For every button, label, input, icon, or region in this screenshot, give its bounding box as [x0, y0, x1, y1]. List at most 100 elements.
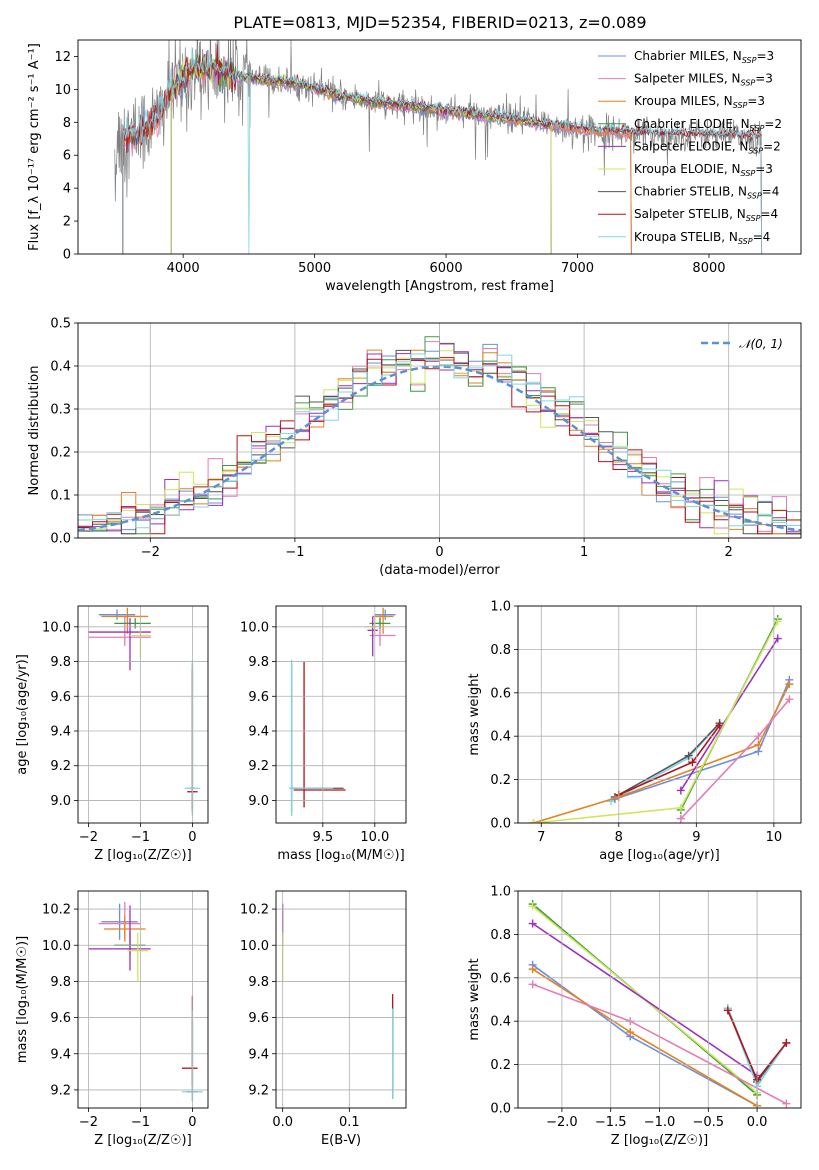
legend-subscript: SSP — [750, 124, 765, 133]
y-tick-label: 0.1 — [50, 489, 71, 504]
x-tick-label: 0 — [435, 545, 443, 560]
legend-value: =2 — [763, 139, 781, 153]
y-tick-label: 0.8 — [490, 643, 511, 658]
weight-marker-kroupa_elodie — [773, 617, 782, 626]
legend-entry-chabrier_elodie: Chabrier ELODIE, NSSP=2 — [634, 117, 782, 133]
legend-entry-kroupa_miles: Kroupa MILES, NSSP=3 — [634, 94, 765, 110]
y-tick-label: 9.6 — [50, 690, 71, 705]
y-tick-label: 0.2 — [50, 446, 71, 461]
x-axis-label: wavelength [Angstrom, rest frame] — [325, 279, 554, 294]
y-tick-label: 9.8 — [50, 975, 71, 990]
weight-marker-salpeter_stelib — [782, 1038, 791, 1047]
panel-mass-vs-ebv: 0.0 0.1 9.2 9.4 9.6 9.8 10.0 10.2 E(B-V) — [240, 890, 407, 1148]
y-tick-label: 0.0 — [490, 1102, 511, 1117]
x-tick-label: 4000 — [167, 261, 200, 276]
x-tick-label: 0 — [188, 830, 196, 845]
axes-frame-spectrum — [77, 39, 802, 255]
y-tick-label: 4 — [63, 182, 71, 197]
x-tick-label: −1 — [285, 545, 304, 560]
weight-marker-salpeter_stelib — [688, 758, 697, 767]
x-axis-label: Z [log₁₀(Z/Z☉)] — [94, 848, 191, 863]
legend-subscript: SSP — [733, 101, 748, 110]
x-axis-label: (data-model)/error — [379, 563, 500, 578]
x-tick-label: 8 — [615, 830, 623, 845]
weight-marker-kroupa_miles — [785, 680, 794, 689]
x-tick-label: −0.5 — [693, 1115, 725, 1130]
y-tick-label: 10.0 — [240, 620, 269, 635]
y-axis-label: Flux [f_λ 10⁻¹⁷ erg cm⁻² s⁻¹ A⁻¹] — [27, 43, 42, 251]
axes-frame-mass-vs-ebv — [275, 890, 407, 1109]
x-tick-label: 0.0 — [747, 1115, 768, 1130]
y-tick-label: 9.4 — [50, 724, 71, 739]
y-tick-label: 9.6 — [50, 1011, 71, 1026]
legend-label: Salpeter MILES, N — [634, 72, 741, 86]
y-axis-label: mass [log₁₀(M/M☉)] — [15, 936, 30, 1063]
weight-line-salpeter_elodie — [532, 922, 758, 1077]
y-tick-label: 0.4 — [490, 730, 511, 745]
weight-marker-kroupa_miles — [626, 1028, 635, 1037]
y-tick-label: 9.6 — [248, 690, 269, 705]
model-line-kroupa_stelib — [122, 47, 763, 254]
y-tick-label: 0.0 — [50, 532, 71, 547]
panel-mass-weight-vs-age: 7 8 9 10 0.0 0.2 0.4 0.6 0.8 1.0 age [log₁₀(age/yr… — [467, 600, 802, 863]
y-tick-label: 8 — [63, 116, 71, 131]
x-tick-label: −2.0 — [546, 1115, 578, 1130]
x-tick-label: 0.0 — [272, 1115, 293, 1130]
legend-subscript: SSP — [747, 192, 762, 201]
y-tick-label: 9.8 — [50, 655, 71, 670]
x-axis-label: Z [log₁₀(Z/Z☉)] — [94, 1133, 191, 1148]
plot-area-spectrum — [114, 40, 763, 254]
x-tick-label: −1 — [131, 1115, 150, 1130]
y-tick-label: 0.2 — [490, 773, 511, 788]
legend-label: Salpeter ELODIE, N — [634, 139, 748, 153]
weight-marker-salpeter_miles — [528, 980, 537, 989]
x-tick-label: −1 — [131, 830, 150, 845]
y-tick-label: 9.0 — [50, 794, 71, 809]
x-tick-label: 7000 — [561, 261, 594, 276]
legend-label: Chabrier MILES, N — [634, 49, 742, 63]
y-tick-label: 9.4 — [248, 724, 269, 739]
weight-marker-salpeter_miles — [782, 1099, 791, 1108]
legend-subscript: SSP — [748, 146, 763, 155]
weight-marker-salpeter_miles — [676, 814, 685, 823]
panel-mass-vs-Z: −2 −1 0 9.2 9.4 9.6 9.8 10.0 10.2 Z [log₁₀(Z/Z☉)]… — [15, 890, 209, 1148]
legend-label: Chabrier ELODIE, N — [634, 117, 750, 131]
x-axis-label: Z [log₁₀(Z/Z☉)] — [611, 1133, 708, 1148]
panels: 4000 5000 6000 7000 8000024681012wavelength … — [15, 39, 802, 1148]
legend-entry-normal: 𝒩(0, 1) — [739, 337, 783, 351]
weight-marker-salpeter_elodie — [773, 634, 782, 643]
panel-age-vs-mass: 9.5 10.0 9.0 9.2 9.4 9.6 9.8 10.0 mass [log₁₀(M/… — [240, 605, 407, 863]
legend-subscript: SSP — [741, 79, 756, 88]
legend-label: Kroupa STELIB, N — [634, 230, 738, 244]
figure-title: PLATE=0813, MJD=52354, FIBERID=0213, z=0… — [233, 13, 646, 32]
weight-marker-salpeter_elodie — [676, 786, 685, 795]
legend-label: Kroupa MILES, N — [634, 94, 733, 108]
legend-value: =3 — [756, 49, 774, 63]
legend-label: Chabrier STELIB, N — [634, 185, 747, 199]
legend-entry-salpeter_stelib: Salpeter STELIB, NSSP=4 — [634, 207, 778, 223]
y-tick-label: 10.2 — [42, 903, 71, 918]
legend-entry-kroupa_stelib: Kroupa STELIB, NSSP=4 — [634, 230, 770, 246]
y-tick-label: 9.4 — [50, 1047, 71, 1062]
legend-entry-salpeter_miles: Salpeter MILES, NSSP=3 — [634, 72, 773, 88]
legend-subscript: SSP — [746, 214, 761, 223]
legend-entry-salpeter_elodie: Salpeter ELODIE, NSSP=2 — [634, 139, 781, 155]
legend-value: =3 — [755, 72, 773, 86]
axes-frame-mass-weight-vs-Z — [517, 890, 802, 1109]
legend-value: =2 — [764, 117, 782, 131]
x-tick-label: −2 — [79, 1115, 98, 1130]
y-tick-label: 9.6 — [248, 1011, 269, 1026]
legend-value: =3 — [747, 94, 765, 108]
y-tick-label: 10.2 — [240, 903, 269, 918]
y-tick-label: 6 — [63, 149, 71, 164]
weight-marker-salpeter_stelib — [723, 1006, 732, 1015]
y-tick-label: 12 — [54, 50, 71, 65]
y-tick-label: 9.2 — [50, 1083, 71, 1098]
x-tick-label: 9 — [692, 830, 700, 845]
y-tick-label: 10 — [54, 83, 71, 98]
legend-subscript: SSP — [738, 237, 753, 246]
x-tick-label: 0 — [188, 1115, 196, 1130]
x-tick-label: 0.1 — [339, 1115, 360, 1130]
